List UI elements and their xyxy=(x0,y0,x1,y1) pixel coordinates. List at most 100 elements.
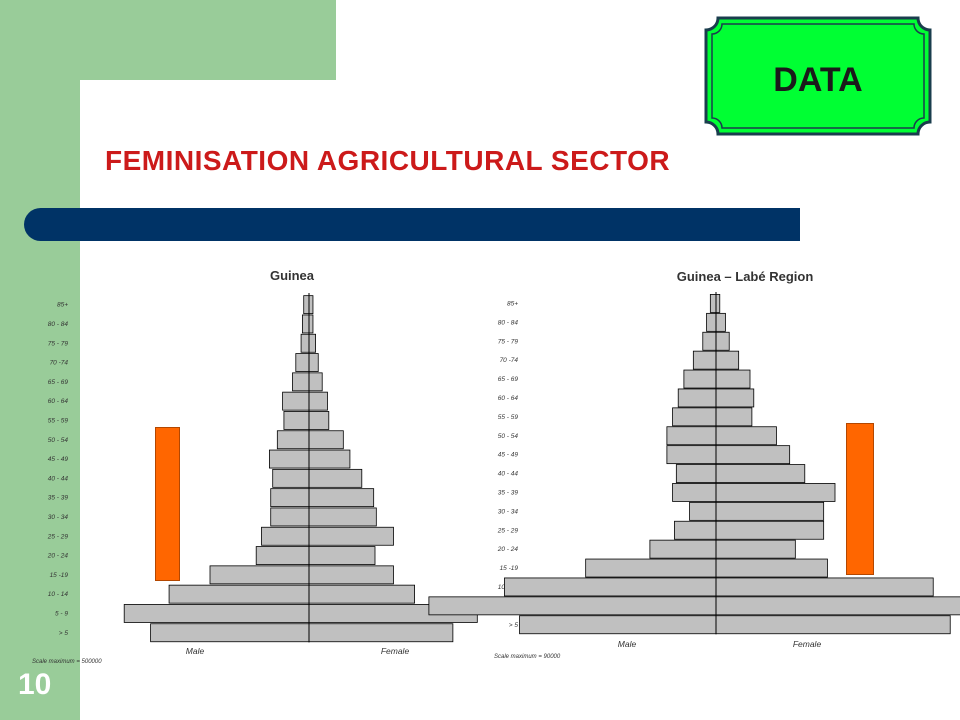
female-bar xyxy=(308,314,314,334)
female-bar xyxy=(715,596,960,616)
female-bar xyxy=(715,331,730,351)
female-bar xyxy=(308,526,394,546)
age-label: 20 - 24 xyxy=(497,546,519,553)
data-badge: DATA xyxy=(704,16,932,136)
male-bar xyxy=(666,445,717,465)
age-label: 35 - 39 xyxy=(498,489,519,496)
male-bar xyxy=(282,391,310,411)
age-label: 50 - 54 xyxy=(48,437,69,444)
pyramid-labe: Guinea – Labé Region 85+ 80 - 84 75 - 79 70 … xyxy=(428,260,960,680)
male-bar xyxy=(672,407,717,427)
male-bar xyxy=(692,350,717,370)
highlight-bar-right xyxy=(846,423,874,575)
age-label: 65 - 69 xyxy=(498,376,519,383)
female-bar xyxy=(308,295,314,315)
male-bar xyxy=(270,507,310,527)
age-label: > 5 xyxy=(59,630,69,637)
male-bar xyxy=(702,331,717,351)
female-bar xyxy=(715,558,828,578)
age-label: 80 - 84 xyxy=(48,321,69,328)
male-bar xyxy=(276,430,310,450)
age-label: 50 - 54 xyxy=(498,433,519,440)
age-label: 30 - 34 xyxy=(48,514,69,521)
male-bar xyxy=(683,369,717,389)
male-bar xyxy=(255,546,310,565)
male-bar xyxy=(709,294,717,313)
male-bar xyxy=(300,333,310,353)
male-bar xyxy=(677,388,717,408)
age-label: 65 - 69 xyxy=(48,379,69,386)
age-label: 45 - 49 xyxy=(498,452,519,459)
age-label: 25 - 29 xyxy=(47,533,69,540)
female-bar xyxy=(715,577,934,597)
male-bar xyxy=(689,501,717,521)
age-label: 15 -19 xyxy=(500,565,519,572)
female-bar xyxy=(715,445,791,465)
male-bar xyxy=(168,584,310,604)
male-bar xyxy=(123,604,310,623)
female-bar xyxy=(308,430,344,450)
male-axis-label: Male xyxy=(618,639,637,649)
male-bar xyxy=(272,468,310,488)
female-bar xyxy=(308,546,376,565)
male-bar xyxy=(428,596,717,616)
age-label: 85+ xyxy=(57,302,68,309)
female-bar xyxy=(308,507,377,527)
age-label: 25 - 29 xyxy=(497,527,519,534)
scale-note: Scale maximum = 90000 xyxy=(494,654,561,660)
male-bar xyxy=(706,312,717,332)
age-label: 45 - 49 xyxy=(48,456,69,463)
age-label: 80 - 84 xyxy=(498,319,519,326)
female-bar xyxy=(308,353,319,372)
age-label: 75 - 79 xyxy=(498,338,519,345)
male-bar xyxy=(150,623,310,643)
age-label: 35 - 39 xyxy=(48,495,69,502)
female-bar xyxy=(715,388,755,408)
female-axis-label: Female xyxy=(381,646,410,656)
female-bar xyxy=(715,615,951,635)
age-label: 40 - 44 xyxy=(48,475,69,482)
slide-title: FEMINISATION AGRICULTURAL SECTOR xyxy=(105,145,671,176)
male-axis-label: Male xyxy=(186,646,205,656)
chart-title: Guinea – Labé Region xyxy=(677,269,814,284)
title-rule-bar xyxy=(24,208,800,241)
female-bar xyxy=(308,449,351,469)
female-bar xyxy=(715,539,796,559)
top-green-band xyxy=(0,0,336,80)
male-bar xyxy=(504,577,717,597)
female-bar xyxy=(715,350,740,370)
female-bar xyxy=(715,312,726,332)
male-bar xyxy=(519,615,717,635)
female-bar xyxy=(715,294,721,313)
male-bar xyxy=(672,483,717,502)
male-bar xyxy=(261,526,310,546)
female-bar xyxy=(308,565,394,585)
female-bar xyxy=(308,333,316,353)
female-bar xyxy=(715,464,806,483)
male-bar xyxy=(268,449,310,469)
age-label: > 5 xyxy=(509,622,519,629)
highlight-bar-left xyxy=(155,427,180,581)
male-bar xyxy=(585,558,717,578)
age-label: 20 - 24 xyxy=(47,553,69,560)
age-label: 5 - 9 xyxy=(55,610,68,617)
male-bar xyxy=(675,464,717,483)
female-axis-label: Female xyxy=(793,639,822,649)
female-bar xyxy=(715,426,777,446)
chart-title: Guinea xyxy=(270,268,315,283)
male-bar xyxy=(292,372,310,392)
male-bar xyxy=(303,295,310,315)
age-label: 75 - 79 xyxy=(48,340,69,347)
age-label: 55 - 59 xyxy=(48,417,69,424)
female-bar xyxy=(308,411,330,430)
data-badge-label: DATA xyxy=(773,61,862,99)
male-bar xyxy=(209,565,310,585)
male-bar xyxy=(295,353,310,372)
age-label: 85+ xyxy=(507,300,518,307)
age-label: 70 -74 xyxy=(50,360,69,367)
female-bar xyxy=(715,501,825,521)
page-number: 10 xyxy=(18,668,52,701)
female-bar xyxy=(308,584,415,604)
female-bar xyxy=(715,407,753,427)
pyramid-guinea: Guinea 85+ 80 - 84 75 - 79 70 -74 65 - 69 60 -… xyxy=(30,260,480,680)
